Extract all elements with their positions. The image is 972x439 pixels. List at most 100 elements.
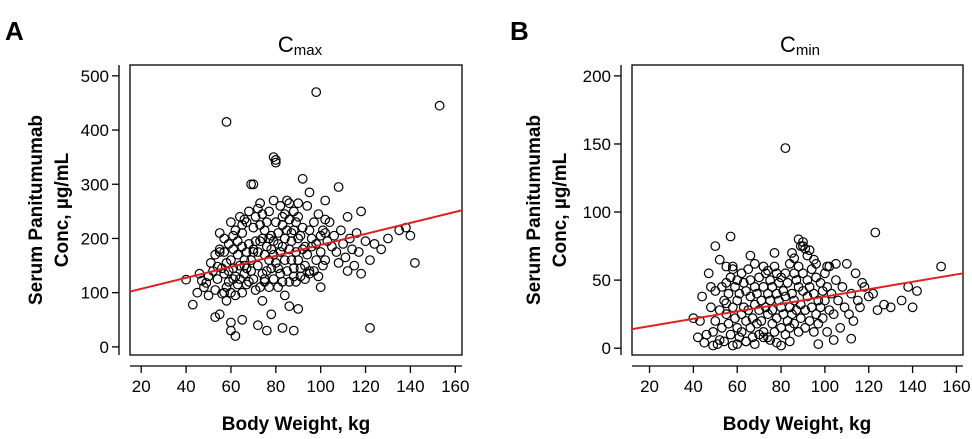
- data-point: [710, 241, 721, 252]
- data-point: [708, 327, 718, 337]
- data-point: [239, 214, 250, 225]
- data-point: [313, 271, 324, 282]
- data-point: [782, 277, 793, 288]
- data-point: [257, 209, 268, 220]
- data-point: [252, 247, 263, 257]
- data-point: [279, 255, 290, 266]
- data-point: [732, 339, 743, 350]
- data-point: [230, 331, 241, 341]
- data-point: [719, 336, 729, 347]
- x-tick-label: 100: [811, 377, 839, 396]
- data-point: [765, 275, 775, 286]
- x-tick-label: 100: [306, 377, 334, 396]
- x-tick-label: 140: [396, 377, 424, 396]
- data-point: [703, 268, 714, 279]
- data-point: [232, 236, 243, 247]
- panel-b-title: Cmin: [780, 32, 820, 59]
- data-point: [252, 203, 263, 214]
- panel-b: B Cmin 0 50 100 150 200 20 40 60 80 100 120 140 160…: [510, 16, 971, 435]
- data-point: [708, 340, 718, 351]
- data-point: [248, 222, 259, 233]
- data-point: [745, 291, 756, 302]
- data-point: [778, 286, 789, 296]
- data-point: [771, 288, 782, 299]
- data-point: [872, 305, 883, 316]
- data-point: [221, 282, 232, 293]
- data-point: [264, 206, 275, 217]
- x-tick-label: 60: [221, 377, 240, 396]
- data-point: [798, 237, 808, 247]
- data-point: [232, 249, 243, 260]
- data-point: [318, 260, 328, 271]
- data-point: [221, 116, 232, 127]
- data-point: [264, 282, 275, 293]
- data-point: [732, 275, 743, 286]
- panel-a-x-ticks: 20 40 60 80 100 120 140 160: [132, 366, 469, 396]
- data-point: [365, 255, 375, 266]
- data-point: [273, 282, 284, 293]
- data-point: [315, 282, 326, 293]
- panel-b-fit-line: [631, 272, 964, 331]
- data-point: [811, 272, 821, 283]
- data-point: [315, 247, 326, 257]
- data-point: [228, 230, 239, 241]
- data-point: [284, 301, 295, 312]
- data-point: [284, 214, 295, 225]
- y-tick-label: 100: [583, 203, 611, 222]
- x-tick-label: 140: [898, 377, 926, 396]
- x-tick-label: 160: [441, 377, 469, 396]
- data-point: [837, 282, 848, 292]
- data-point: [769, 247, 780, 258]
- data-point: [745, 250, 756, 261]
- data-point: [302, 200, 313, 211]
- data-point: [896, 295, 907, 306]
- data-point: [284, 198, 295, 209]
- data-point: [727, 264, 738, 275]
- data-point: [273, 228, 284, 238]
- x-tick-label: 40: [177, 377, 196, 396]
- y-tick-label: 0: [602, 339, 611, 358]
- data-point: [780, 329, 791, 340]
- data-point: [248, 179, 259, 190]
- panel-b-title-main: C: [780, 32, 796, 57]
- data-point: [304, 266, 315, 276]
- data-point: [268, 195, 279, 206]
- data-point: [320, 214, 331, 225]
- y-tick-label: 200: [81, 229, 109, 248]
- data-point: [743, 264, 754, 275]
- panel-a-letter: A: [5, 16, 24, 46]
- data-point: [365, 323, 375, 333]
- panel-b-letter: B: [510, 16, 529, 46]
- data-point: [237, 314, 248, 325]
- data-point: [309, 217, 319, 228]
- data-point: [264, 233, 275, 244]
- data-point: [800, 322, 811, 333]
- data-point: [692, 332, 703, 343]
- data-point: [780, 143, 791, 154]
- y-tick-label: 0: [100, 338, 109, 357]
- data-point: [313, 209, 324, 220]
- data-point: [734, 288, 745, 299]
- data-point: [351, 228, 362, 238]
- data-point: [342, 266, 353, 276]
- data-point: [741, 316, 751, 326]
- data-point: [248, 274, 259, 285]
- data-point: [784, 258, 795, 269]
- data-point: [749, 258, 760, 269]
- panel-a-title: Cmax: [278, 32, 323, 59]
- data-point: [275, 200, 286, 211]
- data-point: [741, 336, 751, 347]
- data-point: [306, 233, 317, 244]
- data-point: [719, 295, 729, 306]
- data-point: [282, 266, 292, 276]
- data-point: [706, 302, 716, 313]
- x-tick-label: 20: [132, 377, 151, 396]
- data-point: [259, 274, 270, 285]
- panel-a-x-axis-label: Body Weight, kg: [222, 414, 370, 435]
- data-point: [270, 217, 281, 228]
- data-point: [795, 313, 806, 324]
- data-point: [789, 253, 800, 264]
- data-point: [789, 318, 800, 329]
- data-point: [297, 222, 308, 233]
